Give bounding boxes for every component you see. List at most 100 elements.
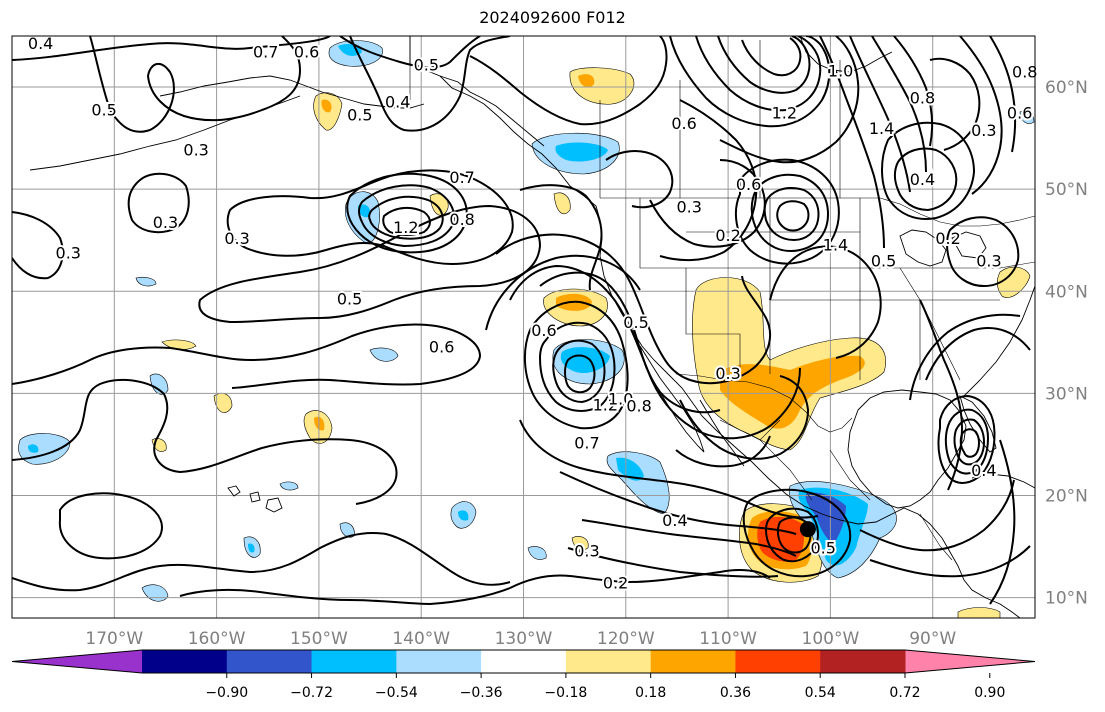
contour-line — [12, 323, 482, 389]
colorbar-swatch — [565, 650, 652, 673]
figure-title: 2024092600 F012 — [479, 8, 626, 27]
border-states-2 — [686, 267, 771, 374]
contour-label: 1.2 — [772, 104, 797, 123]
contour-line — [944, 408, 990, 475]
coast-gulf-mexico — [847, 389, 967, 509]
contour-line — [719, 36, 860, 164]
contour-line — [368, 195, 444, 240]
colorbar-swatch — [396, 650, 482, 673]
contour-label: 0.3 — [976, 252, 1001, 271]
contour-line — [776, 516, 812, 554]
contour-label: 0.3 — [153, 213, 178, 232]
contour-line — [509, 264, 801, 440]
border-states-9 — [900, 261, 1035, 269]
fill-positive-small-6 — [571, 536, 589, 551]
contour-line — [564, 354, 596, 394]
longitude-label: 160°W — [188, 629, 246, 649]
contour-label: 0.8 — [449, 210, 474, 229]
contour-line — [946, 216, 1020, 288]
contour-line — [776, 200, 810, 232]
contour-line — [894, 147, 958, 212]
contour-line — [519, 419, 819, 519]
contour-line — [559, 471, 797, 535]
border-states-1 — [639, 198, 741, 374]
contour-label: 0.3 — [56, 243, 81, 262]
fill-negative-small-6 — [369, 347, 399, 362]
contour-line — [58, 492, 163, 560]
colorbar-tick-label: 0.54 — [805, 685, 836, 701]
contour-line — [769, 245, 882, 359]
contour-line — [179, 569, 771, 606]
latitude-label: 30°N — [1045, 384, 1088, 404]
fill-positive-aleutian-core — [321, 99, 332, 113]
colorbar-swatch — [650, 650, 736, 673]
contour-label: 0.3 — [183, 140, 208, 159]
longitude-label: 120°W — [597, 629, 655, 649]
contour-label: 0.7 — [574, 433, 599, 452]
fill-negative-mid-pacific — [345, 191, 380, 245]
fill-negative-north-pacific-1-core — [338, 44, 362, 56]
map-frame — [11, 35, 1036, 619]
latitude-label: 20°N — [1045, 486, 1088, 506]
fill-positive-small-5 — [553, 192, 571, 215]
contour-line — [349, 36, 511, 132]
contour-line — [925, 327, 1031, 381]
contour-label: 1.4 — [869, 119, 894, 138]
contour-label: 0.6 — [294, 42, 319, 61]
longitude-labels: 170°W 160°W 150°W 140°W 130°W 120°W 110°W 100°W… — [85, 629, 956, 649]
longitude-label: 110°W — [699, 629, 757, 649]
contour-line — [859, 479, 1015, 552]
contour-label: 1.0 — [828, 62, 853, 81]
contour-line — [679, 375, 810, 460]
contour-line — [581, 519, 797, 557]
contour-line — [567, 547, 779, 578]
contour-line — [669, 36, 831, 128]
contour-label: 0.5 — [337, 289, 362, 308]
fill-negative-small-8 — [279, 481, 299, 491]
contour-line — [717, 36, 811, 94]
contour-line — [959, 428, 980, 458]
contour-line — [849, 36, 911, 193]
contour-line — [959, 36, 1003, 195]
fill-negative-mid-pacific-core — [358, 204, 371, 218]
contour-line — [12, 532, 511, 592]
latitude-label: 50°N — [1045, 180, 1088, 200]
contour-label: 0.2 — [603, 573, 628, 592]
coast-north-america-west — [409, 36, 1021, 618]
contour-label: 0.8 — [910, 88, 935, 107]
contour-line — [127, 172, 190, 234]
colorbar-extend-min — [12, 650, 142, 673]
contour-line — [763, 187, 820, 242]
colorbar-tick-label: −0.36 — [460, 685, 503, 701]
border-us-mexico — [675, 373, 853, 433]
contour-label: 0.3 — [574, 542, 599, 561]
contour-line — [881, 121, 976, 220]
fill-negative-baja-low-core — [560, 347, 610, 374]
contour-line — [485, 254, 641, 331]
fill-negative-small-3 — [149, 373, 169, 395]
coast-east-us — [963, 285, 1035, 397]
fill-positive-pacific-north-core — [578, 74, 595, 88]
contour-label: 0.3 — [971, 121, 996, 140]
contour-label: 1.2 — [393, 218, 418, 237]
contour-line — [989, 36, 1016, 153]
latitude-labels: 60°N 50°N 40°N 30°N 20°N 10°N — [1045, 78, 1088, 609]
coast-hawaii-3 — [265, 497, 283, 513]
fill-positive-pacific-north — [569, 67, 635, 105]
contour-label: 0.2 — [935, 229, 960, 248]
fill-negative-small-7 — [135, 276, 157, 287]
contour-line — [819, 36, 885, 249]
contour-label: 0.6 — [736, 175, 761, 194]
coast-alaska-south — [159, 75, 425, 109]
contour-label: 0.6 — [671, 114, 696, 133]
contour-line — [198, 204, 542, 324]
contour-line — [649, 159, 766, 248]
contour-line — [869, 545, 1031, 578]
fill-negative-mexico-west-core — [616, 457, 644, 481]
contour-label: 1.0 — [608, 389, 633, 408]
contour-labels: 0.4 0.7 0.60.50.50.30.50.40.71.2 0.80.30.30… — [26, 32, 1040, 594]
fill-negative-small-4-core — [248, 543, 255, 553]
fill-negative-small-11 — [1019, 110, 1035, 124]
contour-label: 0.8 — [626, 397, 651, 416]
contour-label: 0.4 — [385, 92, 410, 111]
